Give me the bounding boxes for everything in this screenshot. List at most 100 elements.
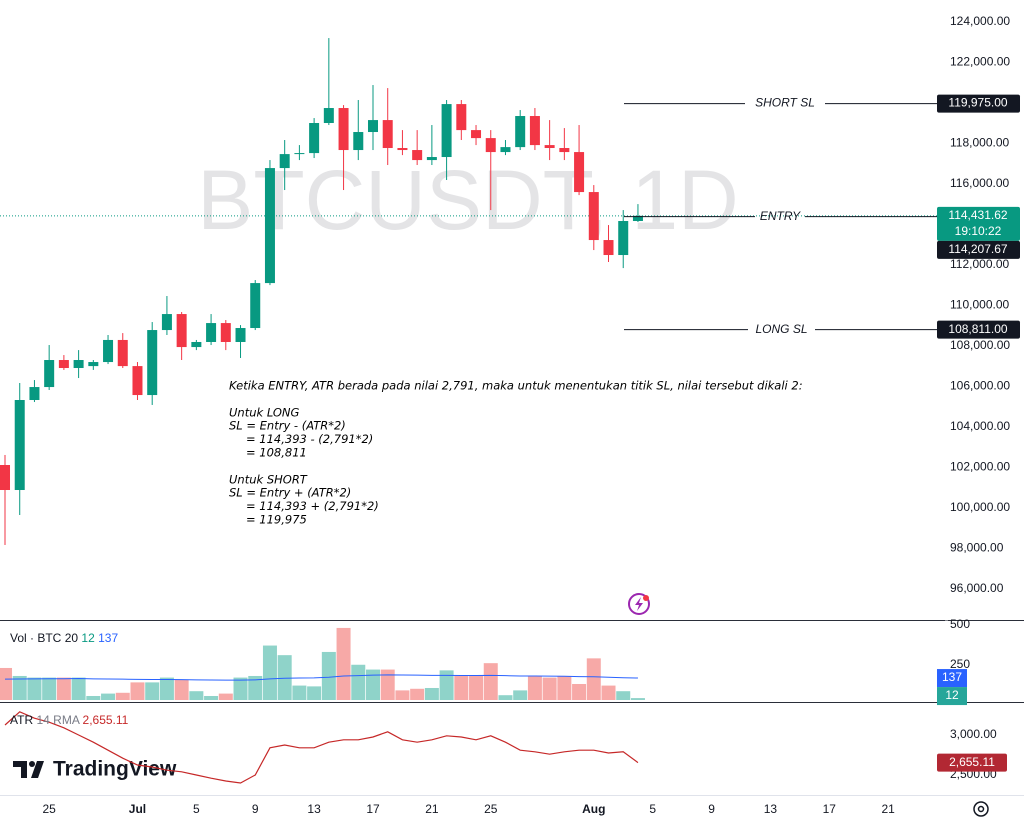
note-line: = 108,811 — [246, 446, 307, 460]
y-tick-label: 250 — [950, 657, 970, 671]
volume-bar — [159, 677, 174, 700]
volume-bar — [616, 691, 631, 700]
candle-body — [132, 366, 143, 396]
volume-bar — [365, 669, 380, 700]
level-price-label: 119,975.00 — [948, 96, 1007, 110]
y-tick-label: 122,000.00 — [950, 55, 1010, 69]
candle-body — [441, 104, 452, 158]
volume-bar — [56, 677, 71, 700]
candle-body — [353, 132, 364, 151]
x-tick-label: 25 — [42, 802, 56, 816]
volume-bar — [71, 677, 86, 700]
candle-body — [103, 339, 114, 363]
volume-bar — [277, 655, 292, 700]
volume-bar — [557, 675, 572, 700]
volume-bar — [12, 675, 27, 700]
volume-bar — [601, 685, 616, 700]
x-tick-label: 21 — [425, 802, 439, 816]
other-price-label: 114,207.67 — [948, 242, 1007, 256]
y-tick-label: 116,000.00 — [950, 176, 1009, 190]
x-tick-label: 17 — [366, 802, 380, 816]
candle-body — [500, 147, 511, 153]
atr-header-part: 14 — [36, 713, 50, 727]
volume-bar — [248, 675, 263, 700]
logo-shape — [31, 761, 44, 778]
y-tick-label: 118,000.00 — [950, 136, 1009, 150]
volume-bar — [498, 695, 513, 700]
y-tick-label: 104,000.00 — [950, 419, 1010, 433]
candle-body — [147, 330, 158, 396]
level-price-box — [937, 320, 1020, 339]
volume-header-part: 20 — [65, 631, 79, 645]
x-tick-label: 9 — [252, 802, 259, 816]
logo-icon — [13, 761, 44, 778]
volume-bar — [572, 683, 587, 700]
candle-body — [117, 339, 128, 367]
alert-ring — [628, 593, 650, 615]
volume-bar — [262, 645, 277, 700]
candle-body — [264, 168, 275, 284]
note-line: SL = Entry + (ATR*2) — [229, 486, 351, 500]
candle-body — [29, 387, 40, 401]
candle-body — [367, 120, 378, 133]
y-tick-label: 3,000.00 — [950, 727, 997, 741]
volume-bar — [27, 677, 42, 700]
note-line: = 114,393 + (2,791*2) — [246, 499, 379, 513]
x-tick-label: 25 — [484, 802, 498, 816]
candle-body — [382, 120, 393, 149]
y-tick-label: 96,000.00 — [950, 581, 1004, 595]
last-price-label: 114,431.62 — [948, 208, 1007, 222]
level-name: LONG SL — [755, 322, 807, 336]
alert-bolt — [635, 597, 643, 611]
volume-bar — [145, 682, 160, 700]
candle-body — [220, 323, 231, 342]
settings-icon[interactable] — [973, 801, 989, 817]
candle-body — [397, 148, 408, 151]
volume-bar — [586, 658, 601, 700]
volume-bar — [189, 691, 204, 700]
candle-body — [0, 465, 11, 491]
axis-value-label: 137 — [942, 670, 962, 684]
y-tick-label: 108,000.00 — [950, 338, 1010, 352]
candle-body — [559, 148, 570, 153]
volume-header-part: 12 — [81, 631, 95, 645]
volume-bar — [336, 627, 351, 700]
y-tick-label: 106,000.00 — [950, 379, 1010, 393]
note-line: Untuk LONG — [229, 405, 300, 419]
candle-body — [544, 145, 555, 149]
volume-bar — [218, 693, 233, 700]
note-line: SL = Entry - (ATR*2) — [229, 419, 346, 433]
x-tick-label: 13 — [764, 802, 778, 816]
candle-body — [323, 108, 334, 124]
volume-header: Vol · BTC 20 12 137 — [10, 631, 118, 645]
volume-bar — [204, 695, 219, 700]
alert-icon[interactable] — [628, 593, 650, 615]
volume-bar — [130, 682, 145, 700]
candle-body — [603, 240, 614, 256]
candle-body — [14, 400, 25, 491]
volume-bar — [351, 664, 366, 700]
candle-body — [73, 360, 84, 369]
volume-bar — [42, 677, 57, 700]
atr-header-part: RMA — [53, 713, 80, 727]
candle-body — [309, 123, 320, 154]
axis-value-box — [937, 669, 967, 688]
y-tick-label: 98,000.00 — [950, 541, 1004, 555]
candle-body — [456, 104, 467, 131]
atr-header: ATR 14 RMA 2,655.11 — [10, 713, 129, 727]
y-tick-label: 102,000.00 — [950, 460, 1010, 474]
y-tick-label: 112,000.00 — [950, 257, 1009, 271]
atr-header-part: 2,655.11 — [83, 713, 129, 727]
volume-bar — [101, 693, 116, 700]
x-tick-label: 5 — [649, 802, 656, 816]
volume-bar — [469, 675, 484, 700]
axis-value-box — [937, 753, 1007, 772]
volume-header-part: Vol · BTC — [10, 631, 62, 645]
atr-line — [4, 711, 639, 784]
candle-body — [294, 153, 305, 155]
candle-body — [161, 314, 172, 331]
volume-bar — [630, 698, 645, 700]
volume-bar — [527, 675, 542, 700]
candle-body — [279, 154, 290, 169]
volume-bar — [424, 687, 439, 700]
